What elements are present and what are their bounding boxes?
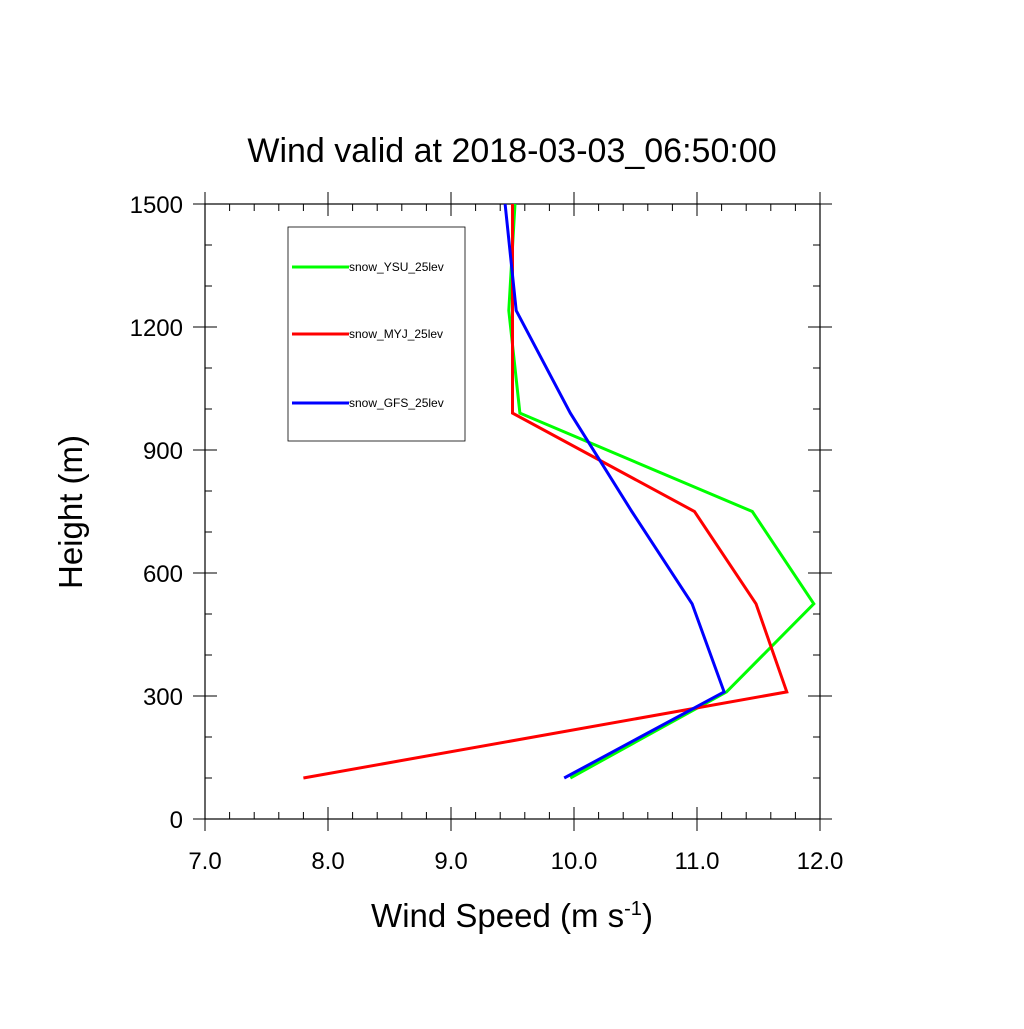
series-line-snow_YSU_25lev — [507, 203, 816, 780]
x-tick-label: 10.0 — [551, 848, 598, 875]
y-tick-label: 0 — [170, 807, 183, 834]
series-lines — [303, 203, 816, 780]
y-axis-title: Height (m) — [52, 435, 89, 589]
x-tick-label: 11.0 — [675, 848, 720, 875]
y-tick-label: 300 — [143, 684, 183, 711]
legend-label: snow_YSU_25lev — [349, 260, 444, 274]
legend-label: snow_MYJ_25lev — [349, 327, 443, 341]
legend: snow_YSU_25lev snow_MYJ_25lev snow_GFS_25l… — [287, 226, 466, 442]
y-tick-label: 1200 — [130, 315, 183, 342]
x-tick-label: 8.0 — [311, 848, 344, 875]
x-tick-label: 9.0 — [434, 848, 467, 875]
x-tick-label: 12.0 — [797, 848, 844, 875]
legend-items: snow_YSU_25lev snow_MYJ_25lev snow_GFS_25l… — [292, 260, 444, 410]
y-tick-label: 900 — [143, 438, 183, 465]
x-axis-title-suffix: ) — [642, 897, 653, 934]
series-line-snow_GFS_25lev — [503, 203, 726, 780]
axis-ticks — [193, 192, 832, 831]
x-tick-label: 7.0 — [188, 848, 221, 875]
y-tick-label: 1500 — [130, 192, 183, 219]
y-tick-label: 600 — [143, 561, 183, 588]
x-axis-title: Wind Speed (m s-1) — [371, 897, 653, 934]
series-line-snow_MYJ_25lev — [303, 204, 789, 780]
legend-label: snow_GFS_25lev — [349, 396, 444, 410]
chart-title: Wind valid at 2018-03-03_06:50:00 — [247, 132, 776, 170]
tick-labels: 7.0 8.0 9.0 10.0 11.0 12.0 0 300 600 900 1200 1500 — [130, 192, 844, 875]
x-axis-title-superscript: -1 — [624, 898, 642, 920]
x-axis-title-main: Wind Speed (m s — [371, 897, 624, 934]
